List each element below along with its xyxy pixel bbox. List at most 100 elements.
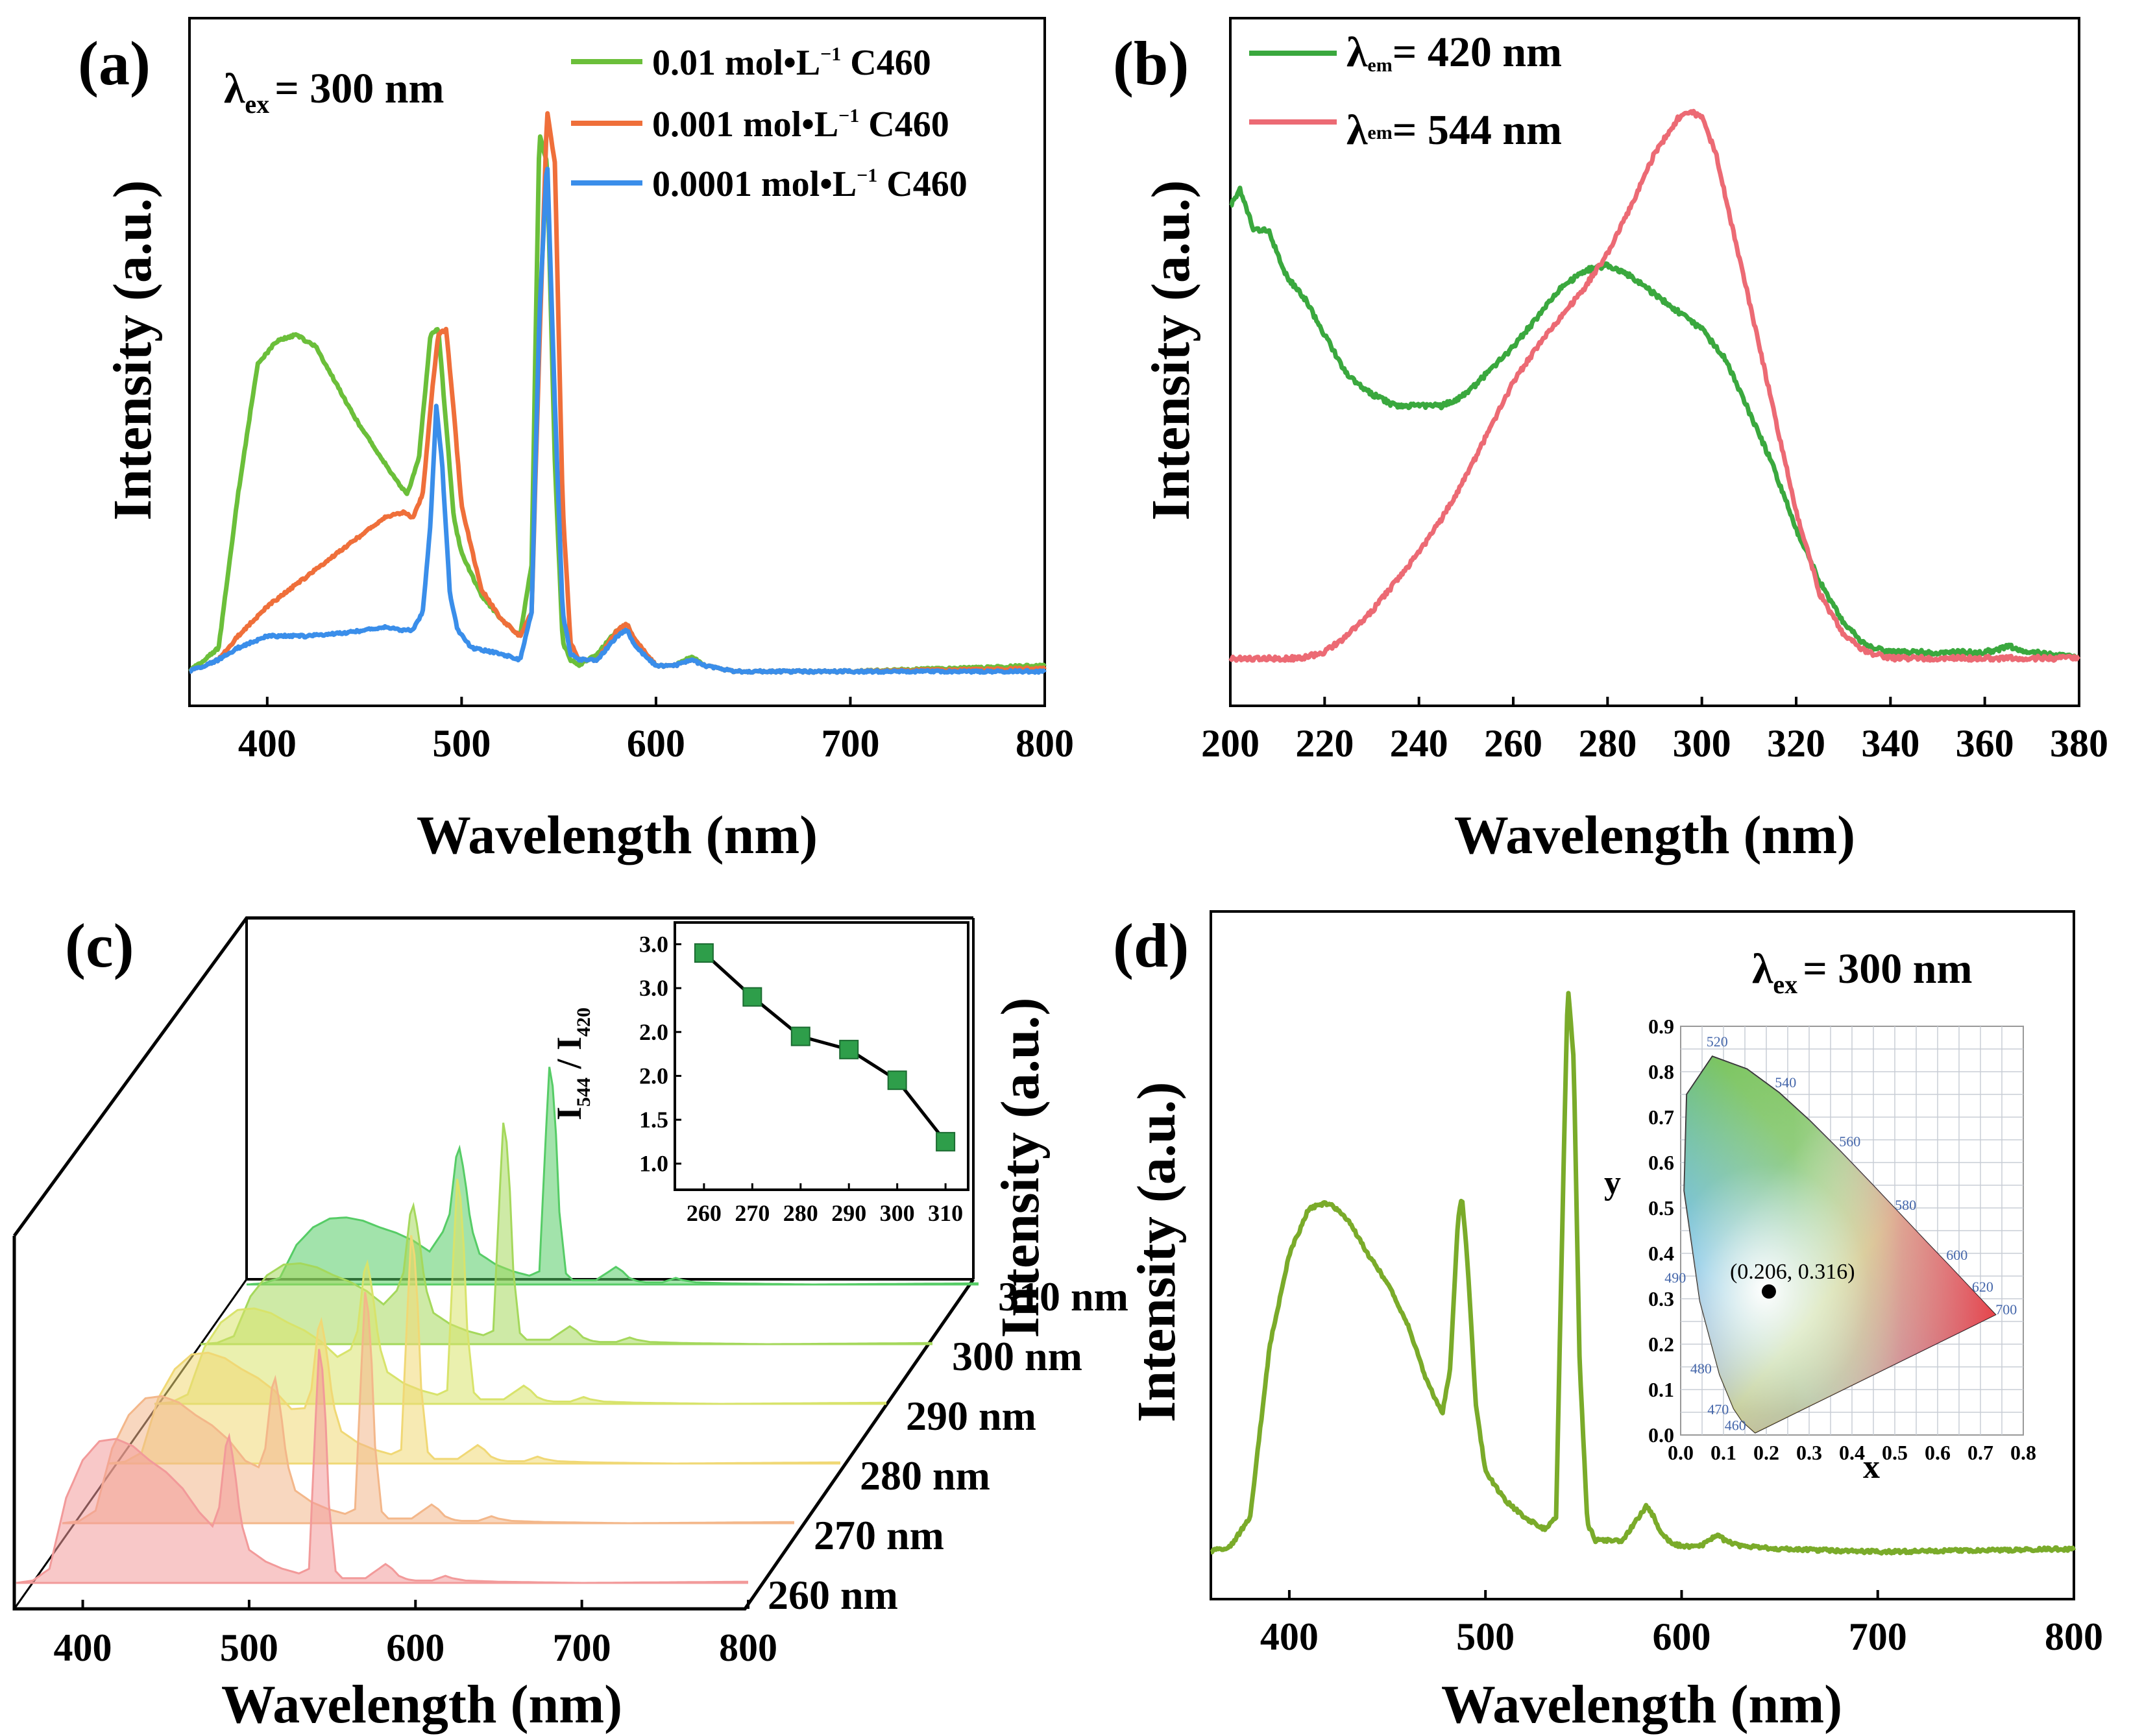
cie-ticks: 0.0 0.1 0.2 0.3 0.4 0.5 0.6 0.7 0.8 0.0 0.1 0.2 0.3 0… [1648,1015,2036,1464]
cie-wavelength-label-5: 540 [1775,1074,1796,1091]
cie-ytick-2: 0.2 [1648,1332,1674,1356]
cie-xtick-3: 0.3 [1796,1441,1822,1464]
cie-ytick-9: 0.9 [1648,1015,1674,1038]
cie-ytick-1: 0.1 [1648,1378,1674,1401]
panel-c-zlabel: Intensity (a.u.) [990,997,1051,1338]
panel-c-series-label-1: 300 nm [952,1333,1082,1379]
panel-d-xtick-label-3: 700 [1849,1615,1907,1658]
cie-wavelength-label-7: 580 [1895,1197,1916,1213]
panel-a-excitation-annotation: λex = 300 nm [224,65,444,119]
panel-c-xlabel: Wavelength (nm) [221,1674,622,1735]
panel-b-xtick-label-7: 340 [1861,722,1919,765]
cie-wavelength-label-2: 480 [1690,1360,1712,1377]
cie-xtick-7: 0.7 [1967,1441,1993,1464]
panel-d-excitation-annotation: λex = 300 nm [1752,945,1972,999]
panel-c-inset-marker-2 [790,1026,810,1046]
panel-c-inset-marker-3 [839,1039,859,1059]
panel-b-xtick-label-9: 380 [2050,722,2108,765]
cie-wavelength-label-3: 490 [1664,1270,1686,1286]
panel-c-xtick-label-4: 800 [719,1626,777,1669]
panel-c-spectrum-fill-4 [62,1292,794,1523]
cie-wavelength-label-4: 520 [1707,1033,1728,1050]
panel-c-inset-ytick-3: 2.0 [639,1019,668,1045]
panel-c-inset-xtick-1: 270 [735,1200,770,1226]
cie-xtick-8: 0.8 [2010,1441,2036,1464]
legend-label-b-0: λem= 420 nm [1346,29,1562,76]
panel-c-spectra [16,1067,979,1584]
panel-b-label: (b) [1113,29,1189,98]
panel-d-xtick-label-4: 800 [2045,1615,2103,1658]
panel-c-xtick-label-1: 500 [220,1626,278,1669]
panel-b-xtick-label-2: 240 [1390,722,1448,765]
panel-a-xtick-label-3: 700 [821,722,879,765]
panel-d: (d) 400 500 600 700 800 Wavelength (nm) Inte… [1113,910,2103,1735]
panel-c-inset-marker-1 [742,987,762,1007]
panel-c-inset-ticks: 260 270 280 290 300 310 1.0 1.5 2.0 2.0 3.0 3.0 [639,932,963,1226]
legend-label-a-2: 0.0001 mol•L−1 C460 [652,164,968,204]
cie-xtick-2: 0.2 [1753,1441,1779,1464]
panel-d-cie-inset: 0.0 0.1 0.2 0.3 0.4 0.5 0.6 0.7 0.8 0.0 0.1 0.2 0.3 0… [1604,1015,2036,1486]
panel-a-xlabel: Wavelength (nm) [417,805,818,865]
panel-a-legend: 0.01 mol•L−1 C460 0.001 mol•L−1 C460 0.0… [571,43,968,204]
cie-white-overlay [1684,1056,1996,1433]
panel-c-inset-marker-4 [887,1070,907,1091]
panel-b-legend: λem= 420 nm λem= 544 nm [1249,29,1562,154]
panel-c-spectrum-fill-0 [247,1067,979,1284]
cie-wavelength-label-8: 600 [1946,1247,1967,1263]
panel-c-series-label-0: 310 nm [998,1273,1128,1320]
panel-a-frame [188,17,1046,707]
cie-xlabel: x [1863,1449,1880,1486]
cie-wavelength-label-1: 470 [1707,1401,1729,1417]
panel-c-inset-xtick-0: 260 [687,1200,722,1226]
cie-ytick-7: 0.7 [1648,1105,1674,1129]
panel-d-xtick-label-0: 400 [1260,1615,1319,1658]
panel-c-inset-xtick-3: 290 [831,1200,866,1226]
cie-ytick-6: 0.6 [1648,1151,1674,1174]
panel-c-xtick-label-2: 600 [386,1626,444,1669]
panel-d-series-line-0 [1210,991,2076,1556]
panel-d-label: (d) [1113,911,1189,980]
panel-b-ylabel: Intensity (a.u.) [1141,180,1201,520]
panel-c-inset-ytick-4: 3.0 [639,975,668,1001]
panel-a-xtick-label-4: 800 [1016,722,1074,765]
panel-b-xtick-label-5: 300 [1673,722,1731,765]
panel-c-inset-marker-5 [936,1131,956,1151]
panel-c-inset-ylabel: I544 / I420 [550,1007,594,1120]
panel-b-frame [1229,17,2080,707]
panel-c-inset-marker-0 [694,943,714,963]
panel-a-series-line-2 [188,166,1047,675]
panel-c-inset-xtick-2: 280 [783,1200,818,1226]
panel-c-inset-ytick-0: 1.0 [639,1151,668,1177]
panel-c: (c) 310 nm 300 nm 290 nm 280 nm 270 nm 260 nm… [12,911,1128,1735]
panel-c-inset-plot [694,943,956,1151]
panel-a-series-line-0 [188,134,1047,675]
cie-ytick-8: 0.8 [1648,1060,1674,1083]
panel-c-front-frame [12,1236,975,1611]
panel-b: (b) 200 220 240 260 280 300 320 340 360 380 Wavel… [1113,17,2108,865]
cie-ytick-4: 0.4 [1648,1242,1674,1265]
panel-a-xtick-label-0: 400 [238,722,297,765]
panel-a-label: (a) [78,29,151,98]
panel-a: (a) 400 500 600 700 800 Wavelength (nm) Inte… [78,17,1074,865]
panel-c-series-label-3: 280 nm [860,1453,990,1499]
cie-ylabel: y [1604,1164,1621,1201]
panel-b-xtick-label-4: 280 [1578,722,1637,765]
panel-d-series [1210,991,2076,1556]
panel-d-xlabel: Wavelength (nm) [1441,1674,1842,1735]
panel-b-xtick-label-1: 220 [1295,722,1354,765]
cie-xtick-5: 0.5 [1882,1441,1908,1464]
panel-c-inset-bg [678,920,970,1186]
cie-xtick-0: 0.0 [1668,1441,1694,1464]
cie-color-point-label: (0.206, 0.316) [1730,1260,1855,1284]
panel-c-series-label-5: 260 nm [768,1572,898,1618]
cie-ytick-0: 0.0 [1648,1423,1674,1447]
panel-c-inset-xtick-5: 310 [928,1200,963,1226]
panel-d-ylabel: Intensity (a.u.) [1126,1081,1187,1422]
panel-c-inset-ytick-5: 3.0 [639,932,668,958]
panel-b-xlabel: Wavelength (nm) [1454,805,1855,865]
panel-b-xtick-label-3: 260 [1484,722,1542,765]
panel-b-series-line-1 [1228,108,2081,663]
panel-b-series-line-0 [1229,186,2080,662]
panel-b-x-ticks: 200 220 240 260 280 300 320 340 360 380 [1201,697,2108,765]
